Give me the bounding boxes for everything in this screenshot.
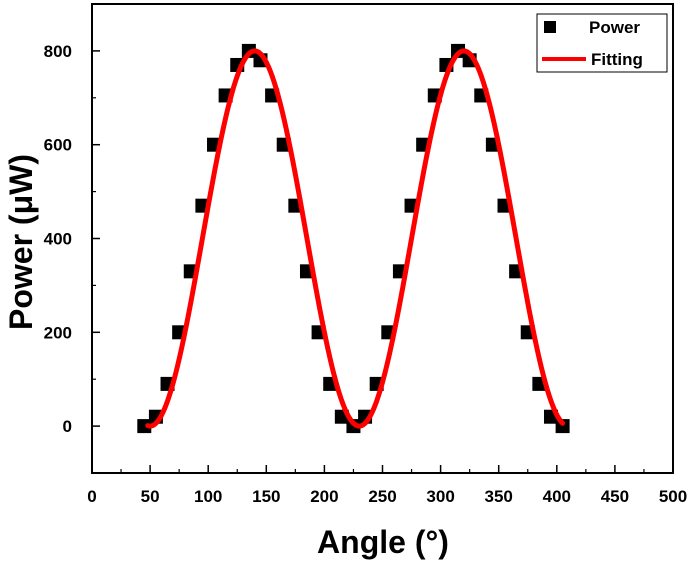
x-axis-title: Angle (°)	[317, 524, 449, 560]
x-tick-label: 100	[194, 487, 222, 506]
legend-power-label: Power	[589, 18, 640, 37]
x-tick-label: 400	[543, 487, 571, 506]
x-axis-tick-labels: 0 50 100 150 200 250 300 350 400 450 500	[87, 487, 687, 506]
legend-box	[536, 13, 668, 73]
y-tick-label: 0	[63, 417, 72, 436]
x-tick-label: 0	[87, 487, 96, 506]
x-tick-label: 150	[252, 487, 280, 506]
x-tick-label: 300	[426, 487, 454, 506]
y-tick-label: 400	[44, 230, 72, 249]
y-axis-tick-labels: 0 200 400 600 800	[44, 42, 72, 436]
legend-power-marker	[544, 21, 556, 33]
fitting-series	[145, 48, 566, 429]
legend: Power Fitting	[536, 13, 668, 73]
x-tick-label: 250	[368, 487, 396, 506]
x-tick-label: 350	[485, 487, 513, 506]
x-tick-label: 500	[659, 487, 687, 506]
y-axis-ticks	[92, 3, 100, 474]
y-tick-label: 200	[44, 323, 72, 342]
x-axis-ticks	[91, 465, 674, 473]
y-tick-label: 800	[44, 42, 72, 61]
y-axis-title: Power (μW)	[3, 154, 39, 330]
fitting-curve	[145, 48, 566, 429]
legend-fitting-label: Fitting	[591, 50, 643, 69]
plot-area-frame	[91, 3, 674, 474]
x-tick-label: 450	[601, 487, 629, 506]
y-tick-label: 600	[44, 136, 72, 155]
x-tick-label: 50	[141, 487, 160, 506]
x-tick-label: 200	[310, 487, 338, 506]
data-point	[137, 419, 152, 434]
